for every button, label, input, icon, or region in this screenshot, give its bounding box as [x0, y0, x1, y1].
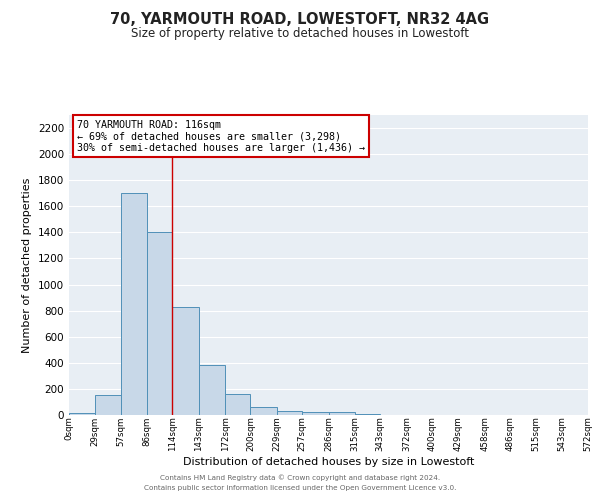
Text: Size of property relative to detached houses in Lowestoft: Size of property relative to detached ho… — [131, 28, 469, 40]
X-axis label: Distribution of detached houses by size in Lowestoft: Distribution of detached houses by size … — [183, 457, 474, 467]
Bar — [225, 394, 250, 415]
Text: Contains HM Land Registry data © Crown copyright and database right 2024.: Contains HM Land Registry data © Crown c… — [160, 474, 440, 481]
Bar — [172, 306, 199, 415]
Text: 70 YARMOUTH ROAD: 116sqm
← 69% of detached houses are smaller (3,298)
30% of sem: 70 YARMOUTH ROAD: 116sqm ← 69% of detach… — [77, 120, 365, 152]
Bar — [121, 194, 147, 415]
Text: Contains public sector information licensed under the Open Government Licence v3: Contains public sector information licen… — [144, 485, 456, 491]
Bar — [329, 412, 355, 415]
Bar — [277, 411, 302, 415]
Bar — [69, 413, 95, 415]
Bar — [95, 395, 121, 415]
Bar — [199, 365, 225, 415]
Bar — [302, 412, 329, 415]
Y-axis label: Number of detached properties: Number of detached properties — [22, 178, 32, 352]
Text: 70, YARMOUTH ROAD, LOWESTOFT, NR32 4AG: 70, YARMOUTH ROAD, LOWESTOFT, NR32 4AG — [110, 12, 490, 28]
Bar — [355, 414, 380, 415]
Bar — [147, 232, 172, 415]
Bar — [250, 406, 277, 415]
